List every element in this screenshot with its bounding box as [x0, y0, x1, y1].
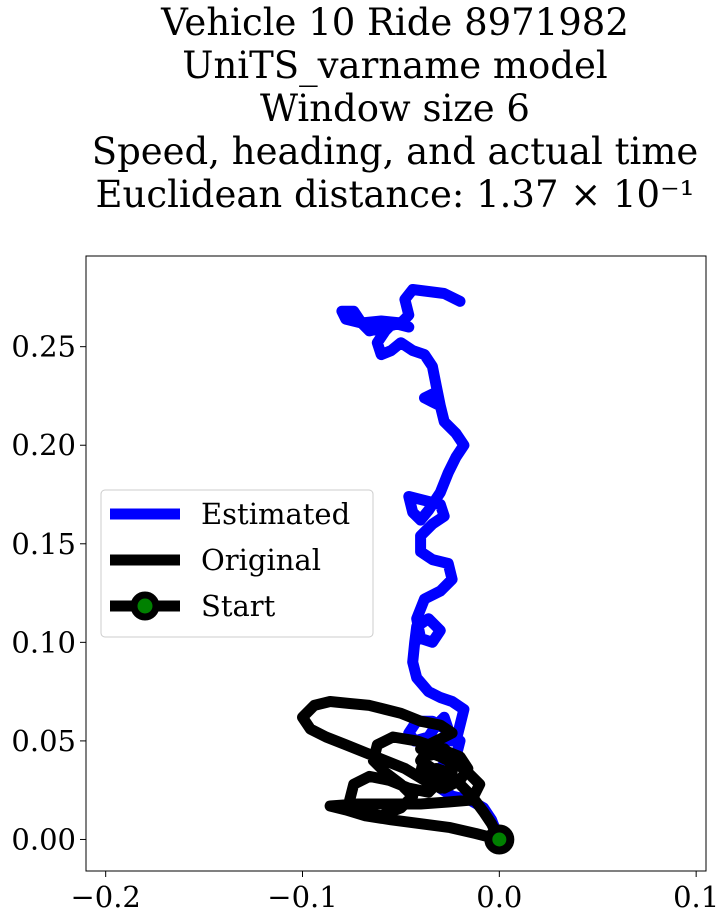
- title-line-1: Vehicle 10 Ride 8971982: [160, 1, 629, 44]
- legend: Estimated Original Start: [100, 489, 374, 638]
- y-tick-label: 0.25: [11, 330, 76, 364]
- title-line-2: UniTS_varname model: [182, 44, 607, 88]
- y-tick-label: 0.15: [11, 527, 76, 561]
- x-tick-label: 0.0: [476, 880, 522, 914]
- chart-title: Vehicle 10 Ride 8971982 UniTS_varname mo…: [92, 1, 699, 216]
- x-tick-label: −0.1: [267, 880, 337, 914]
- start-marker: [484, 824, 515, 855]
- marker-layer: [484, 824, 515, 855]
- title-line-3: Window size 6: [260, 87, 530, 130]
- axis-layer: −0.2 −0.1 0.0 0.1 0.00 0.05 0.10 0.15 0.20 0.25: [11, 330, 719, 914]
- y-tick-label: 0.10: [11, 625, 76, 659]
- series-layer: [297, 284, 505, 845]
- x-tick-label: 0.1: [673, 880, 719, 914]
- plot-frame: [85, 255, 707, 872]
- y-tick-label: 0.00: [11, 822, 76, 856]
- series-line-original: [297, 696, 505, 845]
- y-tick-label: 0.20: [11, 428, 76, 462]
- y-tick-label: 0.05: [11, 724, 76, 758]
- legend-label-original: Original: [201, 543, 321, 577]
- x-tick-label: −0.2: [70, 880, 140, 914]
- legend-frame: [100, 489, 374, 638]
- legend-label-start: Start: [201, 589, 276, 623]
- legend-label-estimated: Estimated: [201, 497, 350, 531]
- title-line-4: Speed, heading, and actual time: [92, 130, 699, 173]
- legend-start-marker: [130, 591, 160, 621]
- title-line-5: Euclidean distance: 1.37 × 10⁻¹: [96, 173, 695, 216]
